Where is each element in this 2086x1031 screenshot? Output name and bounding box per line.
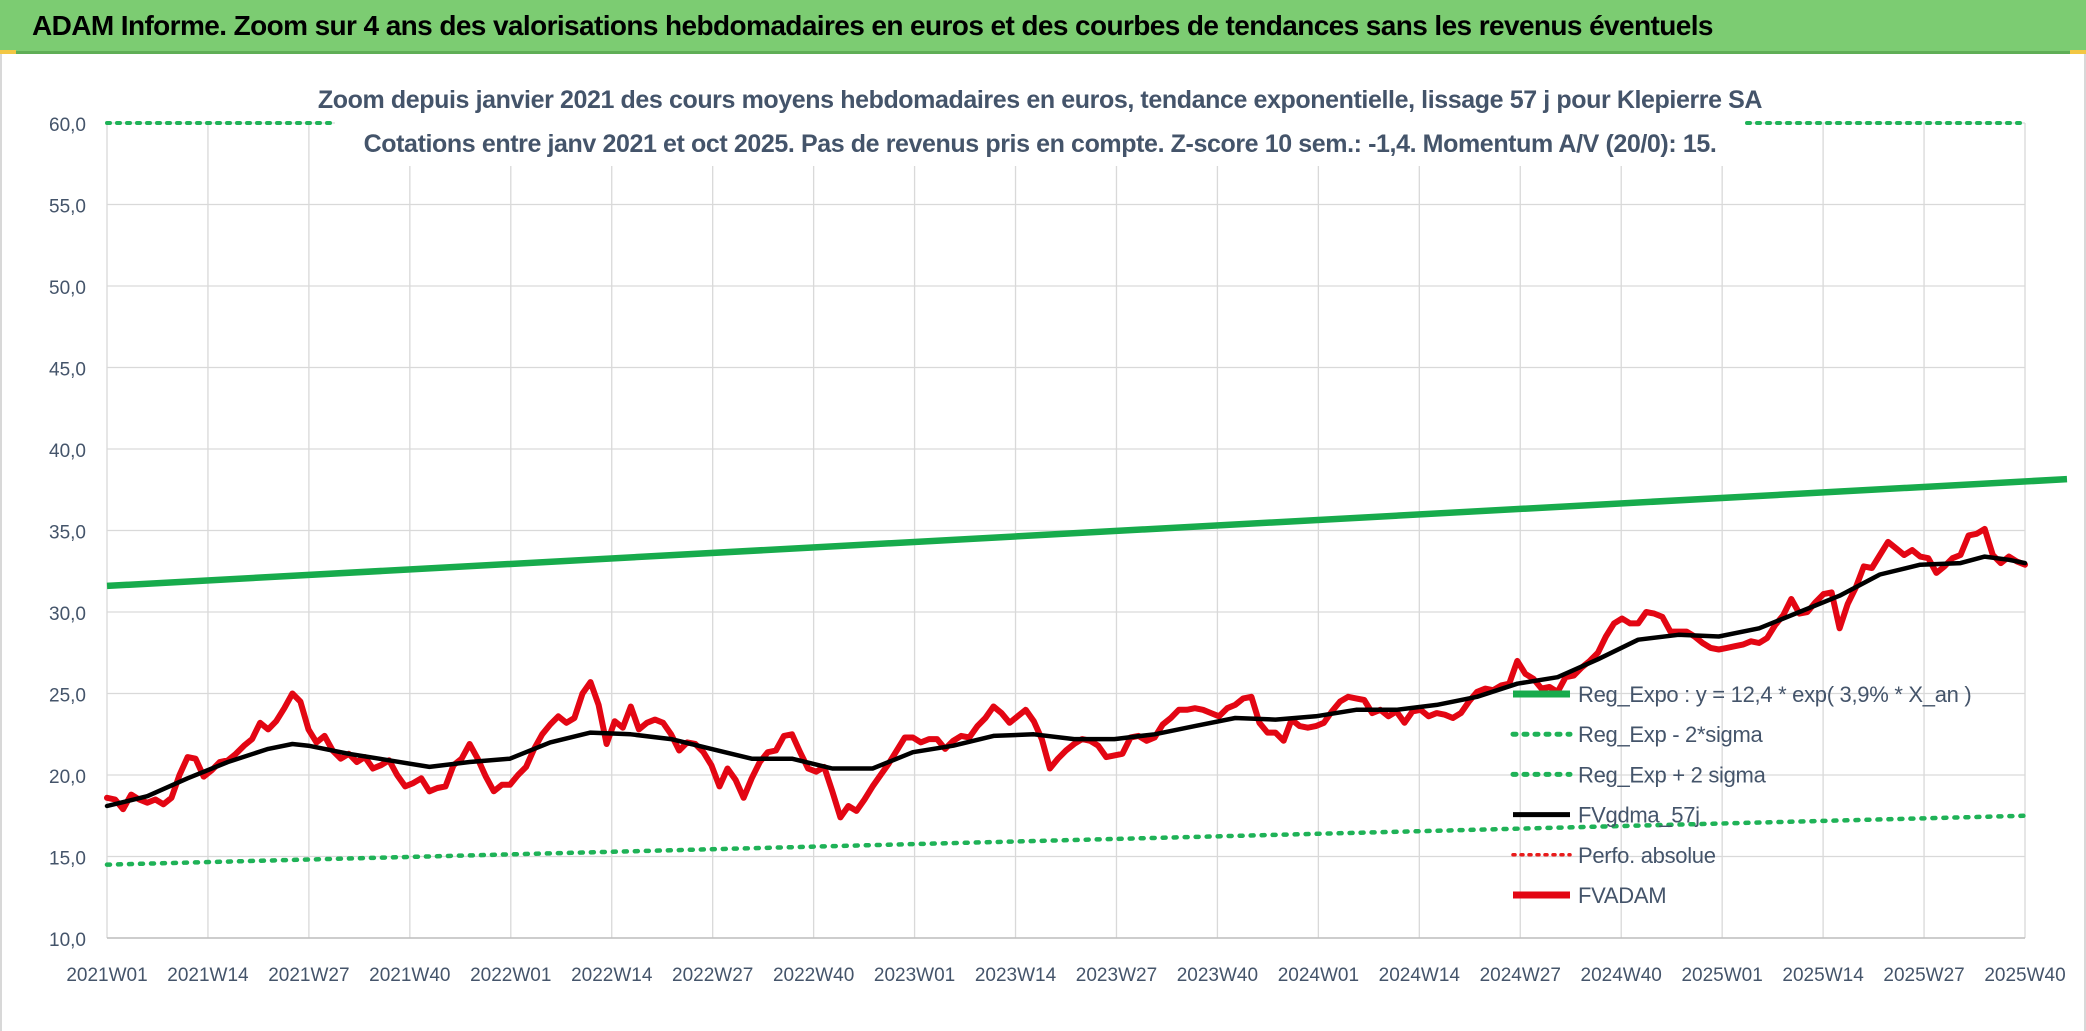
legend-label-perfo: Perfo. absolue	[1578, 843, 1716, 868]
x-tick-label: 2024W14	[1379, 965, 1461, 986]
x-tick-label: 2022W01	[470, 965, 551, 986]
legend-label-reg-minus: Reg_Exp - 2*sigma	[1578, 722, 1764, 747]
chart-frame	[0, 54, 2086, 1031]
x-tick-label: 2024W27	[1480, 965, 1561, 986]
x-tick-label: 2025W40	[1984, 965, 2065, 986]
y-tick-label: 20,0	[49, 767, 86, 788]
x-tick-label: 2023W27	[1076, 965, 1157, 986]
chart-title-line2: Cotations entre janv 2021 et oct 2025. P…	[364, 130, 1717, 158]
x-tick-label: 2021W40	[369, 965, 450, 986]
series-fvgdma	[104, 554, 2028, 809]
y-tick-label: 60,0	[49, 115, 86, 136]
y-tick-label: 30,0	[49, 604, 86, 625]
x-tick-label: 2021W27	[268, 965, 349, 986]
chart-title-line1: Zoom depuis janvier 2021 des cours moyen…	[318, 86, 1763, 114]
x-tick-label: 2023W01	[874, 965, 955, 986]
series-reg-minus-2sigma	[104, 813, 2028, 867]
banner-title: ADAM Informe. Zoom sur 4 ans des valoris…	[0, 0, 2086, 54]
x-tick-label: 2024W40	[1581, 965, 1662, 986]
series-reg-expo	[106, 475, 2068, 590]
title-backdrop	[335, 74, 1745, 166]
y-tick-label: 15,0	[49, 849, 86, 870]
legend: Reg_Expo : y = 12,4 * exp( 3,9% * X_an )…	[1510, 682, 1972, 908]
corner-mark-right	[2070, 50, 2086, 54]
y-tick-label: 50,0	[49, 278, 86, 299]
y-tick-label: 40,0	[49, 441, 86, 462]
series-fvadam	[104, 525, 2028, 821]
y-tick-label: 10,0	[49, 930, 86, 951]
x-tick-label: 2025W14	[1782, 965, 1864, 986]
x-tick-label: 2025W01	[1681, 965, 1762, 986]
y-tick-label: 25,0	[49, 686, 86, 707]
x-tick-label: 2021W01	[66, 965, 147, 986]
y-tick-label: 45,0	[49, 360, 86, 381]
series-layer	[104, 475, 2068, 867]
x-tick-label: 2025W27	[1883, 965, 1964, 986]
x-tick-label: 2023W40	[1177, 965, 1258, 986]
x-tick-label: 2022W40	[773, 965, 854, 986]
legend-label-fvgdma: FVgdma_57j	[1578, 803, 1700, 828]
x-tick-label: 2021W14	[167, 965, 249, 986]
legend-label-reg-plus: Reg_Exp + 2 sigma	[1578, 762, 1767, 787]
x-axis-ticks: 2021W01 2021W14 2021W27 2021W40 2022W01 2022W…	[66, 965, 2065, 986]
x-tick-label: 2022W14	[571, 965, 653, 986]
y-tick-label: 35,0	[49, 523, 86, 544]
legend-label-fvadam: FVADAM	[1578, 883, 1666, 908]
y-axis-ticks: 10,0 15,0 20,0 25,0 30,0 35,0 40,0 45,0 50,0 55,0…	[49, 115, 86, 951]
legend-label-reg-expo: Reg_Expo : y = 12,4 * exp( 3,9% * X_an )	[1578, 682, 1971, 707]
corner-mark-left	[0, 50, 16, 54]
x-tick-label: 2024W01	[1278, 965, 1359, 986]
x-tick-label: 2022W27	[672, 965, 753, 986]
y-tick-label: 55,0	[49, 197, 86, 218]
grid-layer	[105, 121, 2027, 939]
x-tick-label: 2023W14	[975, 965, 1057, 986]
